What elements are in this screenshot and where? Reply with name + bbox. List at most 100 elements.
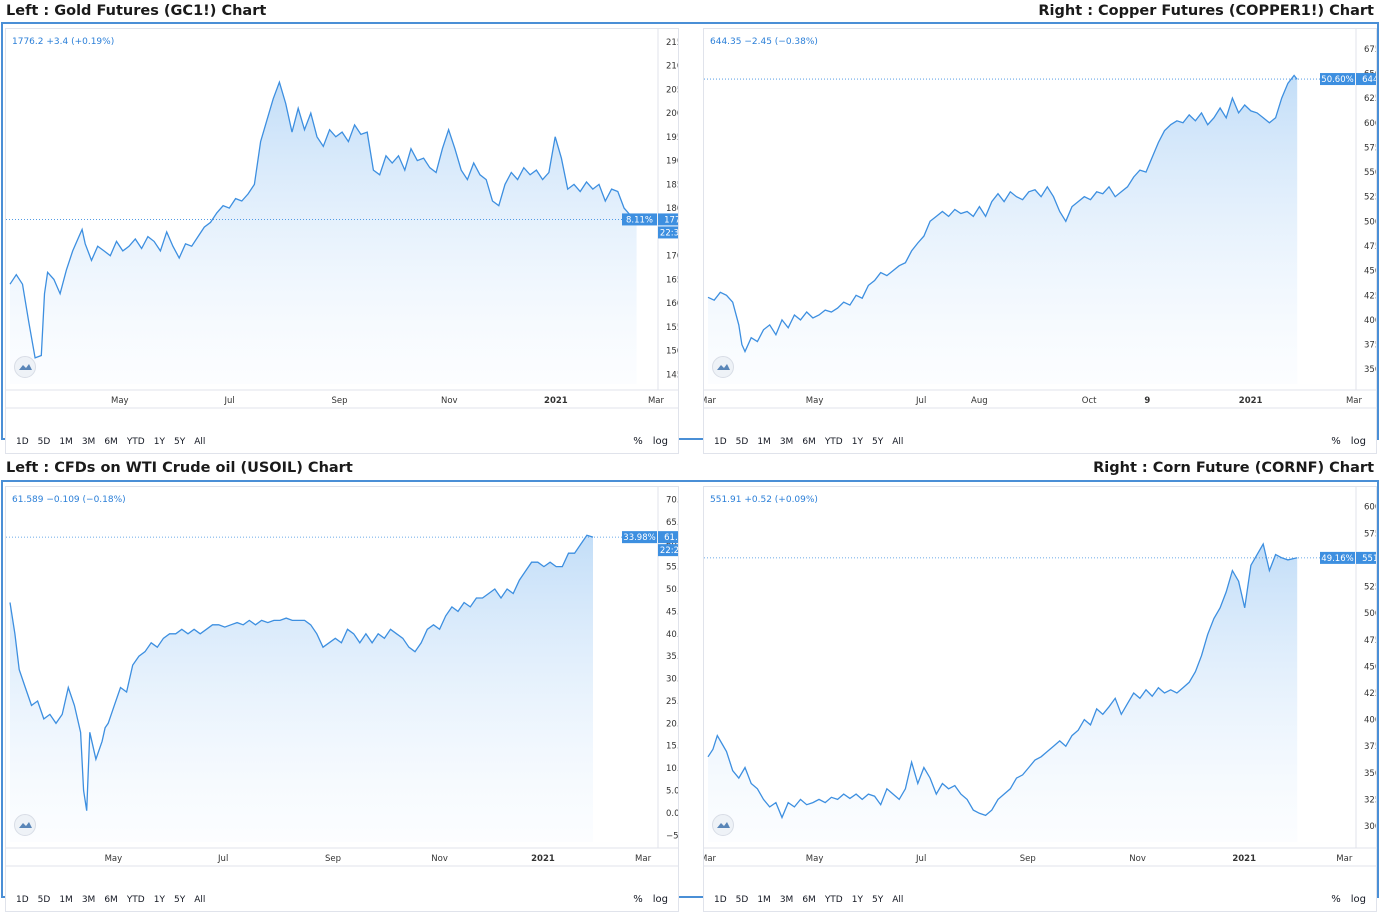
- x-tick-label: 2021: [1239, 396, 1263, 406]
- range-button-5d[interactable]: 5D: [735, 437, 749, 447]
- y-tick-label: 475.00: [1364, 242, 1376, 252]
- range-button-6m[interactable]: 6M: [104, 895, 118, 905]
- x-tick-label: Oct: [1082, 396, 1097, 406]
- range-button-ytd[interactable]: YTD: [126, 437, 145, 447]
- range-button-1m[interactable]: 1M: [59, 895, 73, 905]
- chart-panel-crude-oil[interactable]: 70.00065.00060.00055.00050.00045.00040.0…: [5, 486, 679, 912]
- range-button-1y[interactable]: 1Y: [153, 437, 165, 447]
- chart-panel-corn[interactable]: 600.00575.00550.00525.00500.00475.00450.…: [703, 486, 1377, 912]
- y-tick-label: 1900.0: [666, 157, 678, 167]
- range-button-6m[interactable]: 6M: [802, 895, 816, 905]
- range-button-1m[interactable]: 1M: [59, 437, 73, 447]
- tradingview-cloud-icon[interactable]: [14, 814, 36, 836]
- range-button-5d[interactable]: 5D: [37, 895, 51, 905]
- price-label-box: [658, 213, 678, 226]
- range-button-all[interactable]: All: [194, 437, 206, 447]
- price-label: 61.589: [664, 533, 678, 543]
- range-button-all[interactable]: All: [892, 895, 904, 905]
- countdown-label-box: [658, 226, 678, 239]
- percent-label: 8.11%: [626, 215, 653, 225]
- x-tick-label: Mar: [1336, 854, 1353, 864]
- range-button-1m[interactable]: 1M: [757, 895, 771, 905]
- range-button-ytd[interactable]: YTD: [824, 895, 843, 905]
- y-tick-label: 350.00: [1364, 769, 1376, 779]
- series-area-fill: [10, 82, 637, 384]
- x-tick-label: Sep: [1020, 854, 1036, 864]
- y-tick-label: 65.000: [666, 518, 678, 528]
- x-tick-label: May: [806, 854, 824, 864]
- range-button-1y[interactable]: 1Y: [851, 895, 863, 905]
- range-button-3m[interactable]: 3M: [779, 895, 794, 905]
- range-button-all[interactable]: All: [892, 437, 904, 447]
- x-tick-label: Mar: [635, 854, 652, 864]
- y-tick-label: 325.00: [1364, 795, 1376, 805]
- price-label-box: [1356, 551, 1376, 564]
- y-tick-label: 1700.0: [666, 252, 678, 262]
- range-button-5y[interactable]: 5Y: [173, 437, 186, 447]
- range-button-5y[interactable]: 5Y: [871, 437, 884, 447]
- chart-panel-gold[interactable]: 2150.0 2100.0 2050.0 2000.0 1950.0 1900.0 1850…: [5, 28, 679, 454]
- range-button-6m[interactable]: 6M: [104, 437, 118, 447]
- range-button-3m[interactable]: 3M: [81, 437, 96, 447]
- range-button-1d[interactable]: 1D: [714, 437, 727, 447]
- y-tick-label: 1800.0: [666, 204, 678, 214]
- y-tick-label: 55.000: [666, 563, 678, 573]
- series-area-fill: [708, 75, 1298, 385]
- y-tick-label: 350.00: [1364, 365, 1376, 375]
- log-scale-button[interactable]: log: [652, 436, 668, 447]
- y-tick-label: 575.00: [1364, 529, 1376, 539]
- tradingview-cloud-icon[interactable]: [712, 356, 734, 378]
- range-button-5y[interactable]: 5Y: [871, 895, 884, 905]
- chart-panel-copper[interactable]: 675.00650.00625.00600.00575.00550.00525.…: [703, 28, 1377, 454]
- range-button-3m[interactable]: 3M: [779, 437, 794, 447]
- y-tick-label: 1550.0: [666, 323, 678, 333]
- x-tick-label: 2021: [544, 396, 568, 406]
- chart-svg: 70.00065.00060.00055.00050.00045.00040.0…: [6, 487, 678, 867]
- y-tick-label: 1450.0: [666, 370, 678, 380]
- y-tick-label: −5.000: [666, 831, 678, 841]
- range-toolbar: 1D 5D 1M 3M 6M YTD 1Y 5Y All: [16, 895, 214, 905]
- countdown-label-box: [658, 544, 678, 557]
- range-button-1d[interactable]: 1D: [16, 437, 29, 447]
- x-tick-label: May: [806, 396, 824, 406]
- y-tick-label: 375.00: [1364, 742, 1376, 752]
- y-tick-label: 45.000: [666, 607, 678, 617]
- range-button-ytd[interactable]: YTD: [126, 895, 145, 905]
- range-button-1m[interactable]: 1M: [757, 437, 771, 447]
- range-button-1y[interactable]: 1Y: [153, 895, 165, 905]
- range-button-5d[interactable]: 5D: [735, 895, 749, 905]
- x-tick-label: Nov: [441, 396, 458, 406]
- y-tick-label: 400.00: [1364, 316, 1376, 326]
- range-button-1y[interactable]: 1Y: [851, 437, 863, 447]
- price-label: 1776.2: [664, 215, 678, 225]
- x-tick-label: Nov: [1129, 854, 1146, 864]
- x-tick-label: Sep: [331, 396, 347, 406]
- y-tick-label: 600.00: [1364, 119, 1376, 129]
- y-tick-label: 2000.0: [666, 109, 678, 119]
- y-tick-label: 40.000: [666, 630, 678, 640]
- range-button-6m[interactable]: 6M: [802, 437, 816, 447]
- percent-label-box: [1320, 73, 1355, 86]
- y-tick-label: 525.00: [1364, 583, 1376, 593]
- log-scale-button[interactable]: log: [1350, 436, 1366, 447]
- range-button-ytd[interactable]: YTD: [824, 437, 843, 447]
- percent-scale-button[interactable]: %: [633, 436, 643, 447]
- tradingview-cloud-icon[interactable]: [14, 356, 36, 378]
- range-button-3m[interactable]: 3M: [81, 895, 96, 905]
- section-title-copper: Right : Copper Futures (COPPER1!) Chart: [1038, 3, 1374, 19]
- range-button-5y[interactable]: 5Y: [173, 895, 186, 905]
- range-button-1d[interactable]: 1D: [714, 895, 727, 905]
- range-toolbar: 1D 5D 1M 3M 6M YTD 1Y 5Y All: [714, 437, 912, 447]
- y-tick-label: 475.00: [1364, 636, 1376, 646]
- y-tick-label: 300.00: [1364, 822, 1376, 832]
- percent-label: 50.60%: [1321, 75, 1353, 85]
- range-button-1d[interactable]: 1D: [16, 895, 29, 905]
- y-tick-label: 35.000: [666, 652, 678, 662]
- x-tick-label: May: [105, 854, 123, 864]
- chart-svg: 675.00650.00625.00600.00575.00550.00525.…: [704, 29, 1376, 409]
- y-tick-label: 525.00: [1364, 193, 1376, 203]
- range-button-5d[interactable]: 5D: [37, 437, 51, 447]
- percent-scale-button[interactable]: %: [1331, 436, 1341, 447]
- tradingview-cloud-icon[interactable]: [712, 814, 734, 836]
- range-button-all[interactable]: All: [194, 895, 206, 905]
